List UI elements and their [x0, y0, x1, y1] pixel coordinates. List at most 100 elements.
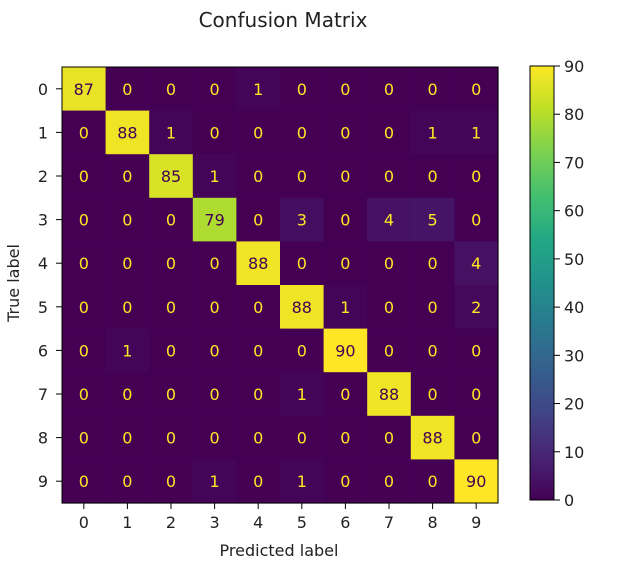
- cell-value-label: 0: [253, 167, 263, 186]
- cell-value-label: 90: [466, 472, 486, 491]
- y-tick-label: 6: [38, 341, 48, 360]
- cell-value-label: 0: [122, 429, 132, 448]
- x-tick-label: 3: [210, 513, 220, 532]
- cell-value-label: 79: [204, 211, 224, 230]
- heatmap-cell: [192, 372, 237, 417]
- cell-value-label: 0: [340, 211, 350, 230]
- heatmap-cell: [367, 67, 412, 112]
- heatmap-cell: [62, 415, 107, 460]
- cell-value-label: 0: [471, 80, 481, 99]
- cell-value-label: 0: [79, 123, 89, 142]
- heatmap-cell: [236, 241, 281, 286]
- cell-value-label: 88: [248, 254, 268, 273]
- cell-value-label: 0: [166, 298, 176, 317]
- cell-value-label: 0: [210, 385, 220, 404]
- heatmap-cell: [323, 328, 368, 373]
- heatmap-cell: [192, 67, 237, 112]
- cell-value-label: 0: [428, 298, 438, 317]
- cell-value-label: 0: [166, 385, 176, 404]
- cell-value-label: 1: [297, 472, 307, 491]
- x-tick-label: 5: [297, 513, 307, 532]
- colorbar-tick-label: 20: [564, 395, 584, 414]
- cell-value-label: 1: [166, 123, 176, 142]
- cell-value-label: 0: [210, 254, 220, 273]
- cell-value-label: 1: [253, 80, 263, 99]
- x-tick-label: 2: [166, 513, 176, 532]
- cell-value-label: 0: [253, 341, 263, 360]
- cell-value-label: 0: [79, 341, 89, 360]
- x-tick-label: 0: [79, 513, 89, 532]
- colorbar-gradient: [529, 65, 555, 501]
- heatmap-cell: [192, 459, 237, 504]
- cell-value-label: 90: [335, 341, 355, 360]
- heatmap-cell: [62, 459, 107, 504]
- colorbar-tick-label: 30: [564, 346, 584, 365]
- cell-value-label: 0: [471, 211, 481, 230]
- cell-value-label: 0: [253, 472, 263, 491]
- cell-value-label: 4: [384, 211, 394, 230]
- heatmap-cell: [105, 372, 150, 417]
- heatmap-cell: [410, 285, 455, 330]
- heatmap-cell: [62, 110, 107, 155]
- heatmap-cell: [105, 67, 150, 112]
- heatmap-cell: [149, 67, 194, 112]
- y-tick-label: 8: [38, 429, 48, 448]
- heatmap-cell: [280, 110, 325, 155]
- heatmap-cell: [454, 110, 499, 155]
- heatmap-cell: [410, 197, 455, 242]
- cell-value-label: 0: [384, 472, 394, 491]
- x-tick-label: 4: [253, 513, 263, 532]
- heatmap-cell: [410, 328, 455, 373]
- cell-value-label: 0: [79, 254, 89, 273]
- colorbar-tick-label: 60: [564, 202, 584, 221]
- cell-value-label: 0: [384, 429, 394, 448]
- y-axis-label: True label: [4, 244, 23, 323]
- cell-value-label: 0: [253, 429, 263, 448]
- heatmap-cell: [192, 328, 237, 373]
- colorbar: 0 10 20 30 40 50 60 70 80 90: [529, 57, 584, 510]
- heatmap-cell: [149, 328, 194, 373]
- heatmap-cell: [192, 154, 237, 199]
- cell-value-label: 0: [79, 167, 89, 186]
- cell-value-label: 1: [210, 472, 220, 491]
- heatmap-cell: [323, 241, 368, 286]
- heatmap-cell: [105, 154, 150, 199]
- cell-value-label: 0: [384, 298, 394, 317]
- colorbar-tick-label: 0: [564, 491, 574, 510]
- heatmap-cell: [454, 241, 499, 286]
- cell-value-label: 0: [166, 254, 176, 273]
- heatmap-cell: [62, 372, 107, 417]
- heatmap-cell: [323, 154, 368, 199]
- heatmap-cell: [192, 285, 237, 330]
- y-tick-label: 1: [38, 123, 48, 142]
- cell-value-label: 0: [253, 211, 263, 230]
- heatmap-cell: [454, 328, 499, 373]
- cell-value-label: 0: [297, 429, 307, 448]
- heatmap-cell: [149, 197, 194, 242]
- heatmap-cell: [62, 154, 107, 199]
- cell-value-label: 0: [428, 472, 438, 491]
- cell-value-label: 0: [340, 385, 350, 404]
- cell-value-label: 0: [384, 123, 394, 142]
- heatmap-cell: [149, 241, 194, 286]
- heatmap-cell: [367, 328, 412, 373]
- heatmap-cell: [280, 285, 325, 330]
- cell-value-label: 0: [471, 429, 481, 448]
- heatmap-cell: [454, 459, 499, 504]
- heatmap-cell: [192, 241, 237, 286]
- heatmap-cell: [236, 415, 281, 460]
- cell-value-label: 3: [297, 211, 307, 230]
- cell-value-label: 0: [166, 80, 176, 99]
- cell-value-label: 0: [340, 123, 350, 142]
- heatmap-cell: [454, 285, 499, 330]
- cell-value-label: 0: [297, 167, 307, 186]
- heatmap-cell: [367, 197, 412, 242]
- colorbar-tick-label: 50: [564, 250, 584, 269]
- colorbar-tick-label: 40: [564, 298, 584, 317]
- cell-value-label: 88: [422, 429, 442, 448]
- heatmap-cell: [149, 154, 194, 199]
- cell-value-label: 0: [253, 385, 263, 404]
- heatmap-cell: [323, 110, 368, 155]
- cell-value-label: 1: [340, 298, 350, 317]
- cell-value-label: 0: [471, 385, 481, 404]
